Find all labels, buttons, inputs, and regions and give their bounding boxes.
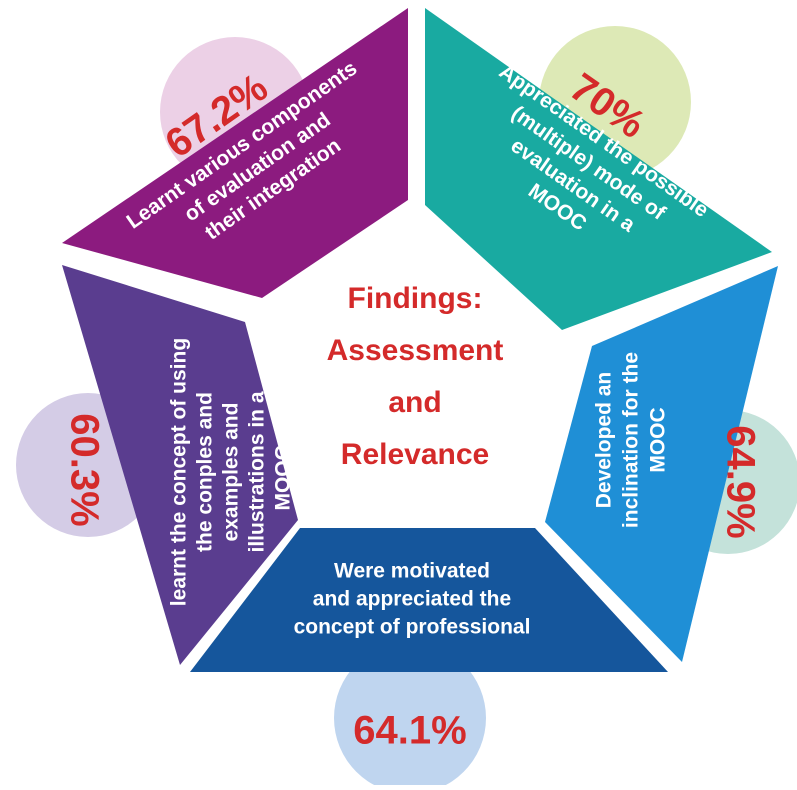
segment [425, 8, 772, 330]
title-line: Assessment [327, 334, 504, 367]
title-line: Relevance [341, 438, 489, 471]
segment-text: learnt the concept of using [168, 338, 191, 606]
segment-text: inclination for the [620, 352, 643, 528]
segment-text: the conples and [194, 392, 217, 552]
segment-text: and appreciated the [313, 588, 511, 611]
segment-text: illustrations in a [246, 391, 269, 552]
segment-text: MOOC [647, 407, 670, 472]
percent-label: 64.9% [718, 425, 762, 538]
segment [62, 8, 408, 298]
segment-text: MOOCs [272, 433, 295, 510]
title-line: Findings: [348, 282, 483, 315]
segment-text: concept of professional [294, 616, 531, 639]
segment-text: Were motivated [334, 560, 490, 583]
segment-text: examples and [220, 403, 243, 542]
percent-label: 64.1% [353, 709, 466, 753]
segment-text: Developed an [593, 372, 616, 509]
bubble [334, 642, 486, 790]
segment [62, 265, 298, 665]
segment [545, 266, 778, 662]
percent-label: 60.3% [62, 413, 106, 526]
title-line: and [388, 386, 441, 419]
segment [190, 528, 668, 672]
